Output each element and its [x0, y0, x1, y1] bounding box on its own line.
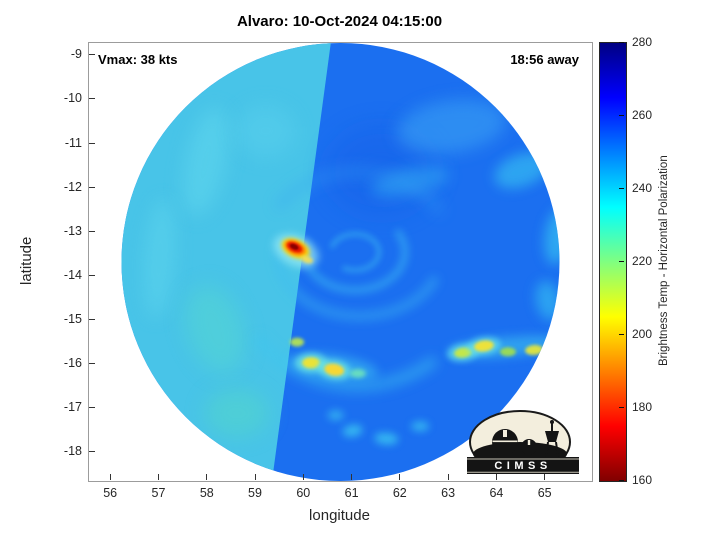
y-tick-label: -16	[63, 356, 82, 371]
x-tick-label: 56	[103, 486, 118, 500]
eye-ring	[329, 231, 382, 273]
east-spot-5	[548, 337, 560, 347]
left-top-light	[235, 104, 296, 157]
right-top-patch	[396, 99, 507, 154]
y-tick-label: -10	[63, 91, 82, 106]
y-axis-label: latitude	[18, 236, 35, 286]
y-tick-label: -18	[63, 444, 82, 459]
east-spot-2	[473, 340, 494, 352]
colorbar	[599, 42, 627, 482]
banner-line-bottom	[467, 471, 579, 473]
bottom-speckle-1	[342, 424, 363, 437]
north-wisp-band	[274, 166, 444, 215]
left-patch-lower	[184, 285, 246, 373]
south-spot-3	[290, 337, 305, 347]
banner-line-top	[467, 458, 579, 460]
antenna-top-icon	[550, 420, 554, 424]
logo-text: CIMSS	[494, 460, 551, 472]
east-spot-3	[500, 347, 516, 357]
logo-banner	[467, 457, 579, 474]
bottom-speckle-2	[374, 432, 399, 445]
east-spot-1	[454, 347, 473, 358]
burst-core	[289, 243, 299, 250]
x-tick-label: 63	[441, 486, 456, 500]
small-dome-slit	[527, 440, 531, 445]
x-axis-label: longitude	[309, 507, 370, 524]
south-spot-4	[349, 368, 366, 378]
right-edge-patch-upper	[494, 152, 549, 189]
cimss-logo: CIMSS	[467, 410, 579, 474]
vmax-annotation: Vmax: 38 kts	[98, 52, 178, 67]
colorbar-gradient	[600, 43, 626, 481]
south-spot-2	[324, 363, 345, 376]
x-tick-label: 64	[489, 486, 504, 500]
storm-microwave-image	[121, 43, 560, 481]
x-tick-label: 65	[537, 486, 552, 500]
y-tick-label: -15	[63, 311, 82, 326]
south-spot-1	[302, 357, 321, 369]
time-away-annotation: 18:56 away	[510, 52, 579, 67]
burst-tail	[301, 255, 313, 264]
plot-area: Vmax: 38 kts 18:56 away CIMS	[88, 42, 593, 482]
bottom-speckle-3	[411, 421, 430, 432]
left-streak-mid	[143, 198, 176, 319]
plot-title: Alvaro: 10-Oct-2024 04:15:00	[236, 13, 443, 30]
x-tick-label: 58	[199, 486, 214, 500]
dome-slit	[503, 430, 507, 437]
y-tick-label: -9	[70, 47, 82, 62]
y-tick-label: -12	[63, 179, 82, 194]
x-tick-label: 61	[344, 486, 359, 500]
x-tick-label: 62	[392, 486, 407, 500]
east-spot-4	[525, 344, 544, 356]
water-tower-icon	[545, 431, 559, 442]
left-patch-bottom	[204, 389, 269, 438]
y-tick-label: -17	[63, 400, 82, 415]
y-tick-label: -11	[64, 135, 82, 150]
x-tick-label: 57	[151, 486, 166, 500]
water-tower-legs	[545, 423, 559, 458]
x-tick-label: 59	[248, 486, 262, 500]
y-tick-label: -13	[63, 223, 82, 238]
colorbar-label: Brightness Temp - Horizontal Polarizatio…	[658, 155, 670, 367]
x-tick-label: 60	[296, 486, 311, 500]
right-edge-patch-mid	[544, 208, 560, 265]
inner-band	[301, 229, 409, 294]
y-tick-label: -14	[63, 267, 82, 282]
dome-line	[492, 440, 518, 443]
bottom-speckle-4	[327, 410, 344, 421]
outer-band	[253, 335, 438, 392]
small-dome-icon	[521, 439, 537, 455]
left-streak-upper	[183, 107, 229, 216]
mid-band	[273, 235, 439, 321]
